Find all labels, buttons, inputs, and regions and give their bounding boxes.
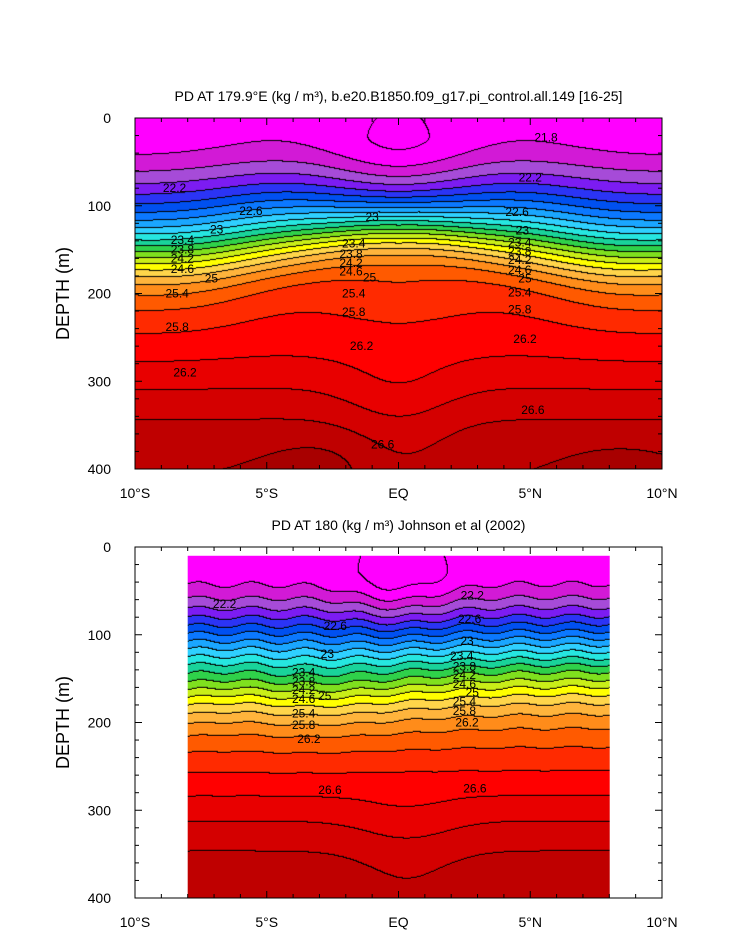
contour-label: 23 bbox=[460, 634, 474, 648]
contour-label: 24.6 bbox=[453, 677, 477, 691]
chart-title: PD AT 179.9°E (kg / m³), b.e20.B1850.f09… bbox=[175, 88, 623, 104]
contour-label: 25.8 bbox=[165, 320, 189, 334]
contour-label: 21.8 bbox=[534, 130, 558, 144]
contour-label: 25 bbox=[466, 686, 480, 700]
contour-label: 23 bbox=[210, 222, 224, 236]
y-tick-label: 400 bbox=[88, 461, 112, 477]
contour-label: 26.2 bbox=[297, 732, 321, 746]
contour-label: 23 bbox=[321, 647, 335, 661]
contour-fill bbox=[187, 555, 610, 898]
contour-label: 22.6 bbox=[239, 204, 263, 218]
contour-label: 24.6 bbox=[171, 262, 195, 276]
contour-label: 25 bbox=[318, 689, 332, 703]
contour-label: 25.8 bbox=[453, 704, 477, 718]
x-tick-label: 10°N bbox=[646, 485, 677, 501]
y-tick-label: 300 bbox=[88, 373, 112, 389]
x-tick-label: 5°N bbox=[519, 914, 543, 930]
x-tick-label: 5°N bbox=[519, 485, 543, 501]
contour-fill bbox=[135, 118, 662, 469]
contour-label: 22.6 bbox=[324, 619, 348, 633]
x-tick-label: 10°N bbox=[646, 914, 677, 930]
contour-label: 26.2 bbox=[513, 332, 537, 346]
y-axis-label: DEPTH (m) bbox=[53, 676, 73, 769]
contour-label: 23.4 bbox=[508, 236, 532, 250]
contour-label: 25.4 bbox=[453, 694, 477, 708]
contour-label: 26.6 bbox=[463, 781, 487, 795]
contour-label: 22.2 bbox=[213, 597, 237, 611]
x-tick-label: 5°S bbox=[255, 485, 278, 501]
contour-label: 26.6 bbox=[371, 437, 395, 451]
y-tick-label: 300 bbox=[88, 802, 112, 818]
contour-label: 25.4 bbox=[165, 287, 189, 301]
contour-label: 24.2 bbox=[339, 256, 363, 270]
contour-label: 24.2 bbox=[508, 253, 532, 267]
y-tick-label: 100 bbox=[88, 198, 112, 214]
contour-label: 23 bbox=[516, 223, 530, 237]
contour-label: 24.2 bbox=[292, 683, 316, 697]
contour-label: 23.8 bbox=[292, 674, 316, 688]
x-tick-label: 10°S bbox=[120, 914, 151, 930]
x-tick-label: 10°S bbox=[120, 485, 151, 501]
contour-label: 24.2 bbox=[453, 668, 477, 682]
y-tick-label: 0 bbox=[103, 110, 111, 126]
y-tick-label: 200 bbox=[88, 286, 112, 302]
contour-label: 25.8 bbox=[342, 305, 366, 319]
contour-label: 22.6 bbox=[505, 205, 529, 219]
contour-label: 22.2 bbox=[461, 588, 485, 602]
y-tick-label: 400 bbox=[88, 890, 112, 906]
contour-label: 23 bbox=[365, 210, 379, 224]
contour-label: 25.4 bbox=[508, 286, 532, 300]
contour-label: 22.6 bbox=[458, 612, 482, 626]
contour-label: 26.2 bbox=[350, 339, 374, 353]
contour-label: 22.2 bbox=[519, 171, 543, 185]
contour-label: 23.4 bbox=[450, 649, 474, 663]
contour-label: 23.8 bbox=[453, 659, 477, 673]
contour-label: 25.8 bbox=[508, 302, 532, 316]
contour-label: 26.2 bbox=[173, 365, 197, 379]
contour-label: 26.2 bbox=[455, 716, 479, 730]
contour-label: 26.6 bbox=[318, 783, 342, 797]
contour-label: 25.4 bbox=[292, 707, 316, 721]
contour-label: 24.6 bbox=[292, 692, 316, 706]
y-tick-label: 0 bbox=[103, 539, 111, 555]
y-tick-label: 100 bbox=[88, 627, 112, 643]
contour-label: 26.6 bbox=[521, 403, 545, 417]
contour-label: 22.2 bbox=[163, 181, 187, 195]
contour-label: 23.8 bbox=[171, 243, 195, 257]
contour-label: 23.4 bbox=[171, 233, 195, 247]
y-tick-label: 200 bbox=[88, 715, 112, 731]
contour-plot-2: 22.222.222.622.6232323.423.423.823.824.2… bbox=[53, 517, 678, 930]
y-axis-label: DEPTH (m) bbox=[53, 247, 73, 340]
contour-label: 24.6 bbox=[508, 263, 532, 277]
x-tick-label: 5°S bbox=[255, 914, 278, 930]
contour-label: 23.8 bbox=[339, 247, 363, 261]
contour-label: 23.4 bbox=[342, 236, 366, 250]
contour-label: 24.2 bbox=[171, 251, 195, 265]
chart-title: PD AT 180 (kg / m³) Johnson et al (2002) bbox=[272, 517, 526, 533]
contour-label: 25 bbox=[205, 272, 219, 286]
contour-label: 24.6 bbox=[339, 265, 363, 279]
contour-label: 23.8 bbox=[508, 244, 532, 258]
contour-label: 25.8 bbox=[292, 718, 316, 732]
contour-label: 25 bbox=[363, 271, 377, 285]
contour-label: 25.4 bbox=[342, 287, 366, 301]
x-tick-label: EQ bbox=[388, 914, 408, 930]
contour-label: 23.4 bbox=[292, 665, 316, 679]
x-tick-label: EQ bbox=[388, 485, 408, 501]
contour-label: 25 bbox=[518, 272, 532, 286]
